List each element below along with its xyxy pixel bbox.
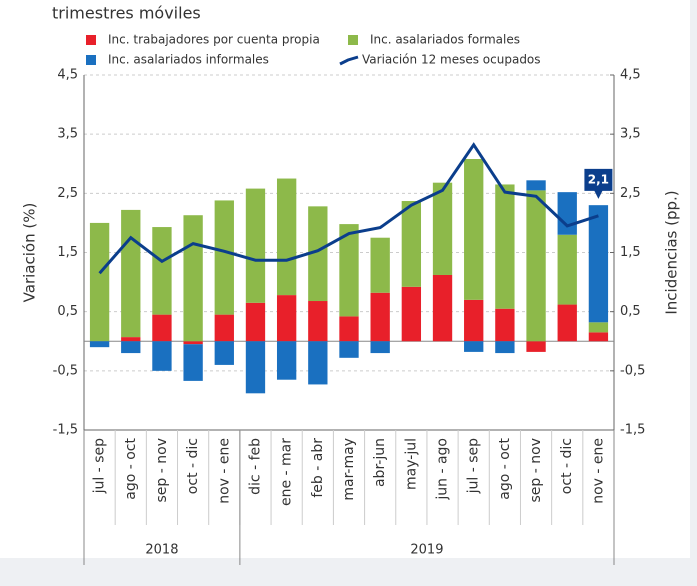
x-tick-label: jun - ago	[435, 438, 451, 501]
bar	[339, 341, 359, 358]
bar	[526, 190, 546, 342]
bar	[495, 341, 515, 354]
bar	[588, 332, 609, 342]
y-axis-label: Variación (%)	[21, 203, 39, 303]
x-tick-label: oct - dic	[559, 438, 575, 494]
x-tick-label: mar-may	[341, 438, 357, 501]
bar	[121, 337, 141, 342]
y-tick-label: -1,5	[53, 423, 78, 438]
bar	[526, 341, 546, 352]
bar	[152, 341, 172, 371]
y2-tick-label: 3,5	[620, 127, 641, 142]
y-tick-label: 2,5	[57, 186, 78, 201]
legend-swatch	[339, 55, 359, 66]
y2-tick-label: 4,5	[620, 68, 641, 83]
bar	[214, 341, 234, 365]
bar	[401, 286, 422, 342]
y-tick-label: -0,5	[53, 363, 78, 378]
bar	[432, 274, 453, 342]
y2-tick-label: 1,5	[620, 245, 641, 260]
x-tick-label: oct - dic	[185, 438, 201, 494]
bar	[370, 237, 390, 293]
bar	[276, 178, 297, 296]
bar	[401, 201, 422, 287]
bar	[183, 215, 203, 342]
group-label: 2018	[145, 543, 178, 558]
bar	[588, 322, 609, 333]
bar	[276, 295, 297, 342]
x-tick-label: sep - nov	[528, 438, 544, 502]
bar	[557, 304, 577, 342]
x-tick-label: may-jul	[403, 438, 419, 490]
group-label: 2019	[410, 543, 443, 558]
y-tick-label: 3,5	[57, 127, 78, 142]
y-tick-label: 1,5	[57, 245, 78, 260]
bar	[339, 224, 359, 317]
x-tick-label: nov - ene	[590, 438, 606, 504]
chart-subtitle: trimestres móviles	[52, 4, 201, 23]
legend-swatch	[86, 55, 96, 65]
bar	[370, 292, 390, 342]
bar	[89, 341, 110, 348]
bar	[245, 302, 266, 342]
bar	[464, 341, 484, 352]
x-tick-label: nov - ene	[216, 438, 232, 504]
legend-label: Inc. trabajadores por cuenta propia	[108, 33, 320, 47]
x-tick-label: jul - sep	[92, 438, 108, 495]
legend-label: Inc. asalariados informales	[108, 53, 269, 67]
y2-axis-label: Incidencias (pp.)	[663, 190, 681, 314]
x-tick-label: dic - feb	[247, 438, 263, 495]
x-tick-label: ago - oct	[497, 438, 513, 500]
bar	[121, 341, 141, 354]
bar	[526, 180, 546, 191]
bar	[464, 159, 484, 300]
x-tick-label: abr-jun	[372, 438, 388, 487]
x-tick-label: ago - oct	[123, 438, 139, 500]
x-tick-label: feb - abr	[310, 438, 326, 498]
bar	[89, 222, 110, 342]
bar	[152, 314, 172, 342]
bar	[214, 314, 234, 342]
bar	[183, 344, 203, 381]
x-tick-label: ene - mar	[279, 438, 295, 506]
bar	[121, 209, 141, 338]
legend-swatch	[348, 35, 358, 45]
bar	[308, 301, 328, 342]
bar	[557, 234, 577, 305]
bar	[308, 206, 328, 302]
bar	[464, 299, 484, 342]
y-tick-label: 4,5	[57, 68, 78, 83]
bar	[308, 341, 328, 385]
y2-tick-label: -0,5	[620, 363, 645, 378]
legend-label: Variación 12 meses ocupados	[362, 53, 541, 67]
legend-swatch	[86, 35, 96, 45]
legend-label: Inc. asalariados formales	[370, 33, 520, 47]
y2-tick-label: 2,5	[620, 186, 641, 201]
bar	[152, 227, 172, 315]
bar	[370, 341, 390, 354]
x-tick-label: sep - nov	[154, 438, 170, 502]
bar	[339, 316, 359, 342]
y2-tick-label: -1,5	[620, 423, 645, 438]
bar	[432, 182, 453, 275]
bar	[245, 188, 266, 303]
bar	[495, 308, 515, 342]
y-tick-label: 0,5	[57, 304, 78, 319]
y2-tick-label: 0,5	[620, 304, 641, 319]
bar	[245, 341, 266, 394]
x-tick-label: jul - sep	[466, 438, 482, 495]
callout	[584, 168, 613, 199]
bar	[495, 184, 515, 309]
line	[98, 142, 599, 275]
bar	[557, 192, 577, 235]
bar	[214, 200, 234, 315]
bar	[588, 205, 609, 323]
bar	[276, 341, 297, 380]
data-label: 2,1	[588, 172, 609, 186]
bar	[183, 341, 203, 345]
